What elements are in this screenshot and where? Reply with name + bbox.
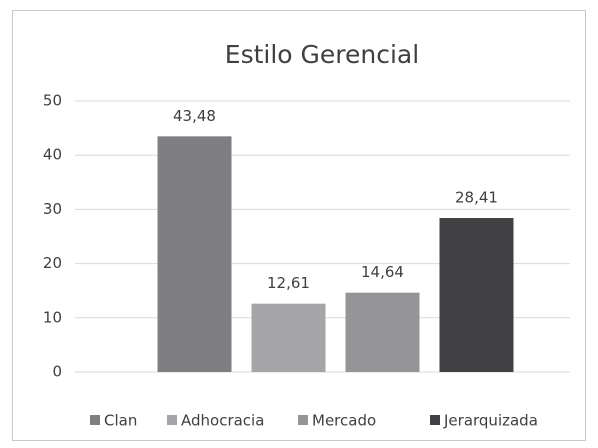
data-label: 14,64 <box>361 263 404 281</box>
bar <box>157 136 232 372</box>
y-tick-label: 10 <box>43 308 62 326</box>
legend-label: Clan <box>104 412 137 430</box>
y-tick-label: 50 <box>43 92 62 110</box>
data-label: 43,48 <box>173 107 216 125</box>
y-tick-label: 30 <box>43 200 62 218</box>
y-tick-label: 20 <box>43 254 62 272</box>
legend-label: Jerarquizada <box>443 412 538 430</box>
bar <box>439 218 514 372</box>
y-tick-label: 40 <box>43 146 62 164</box>
legend-swatch <box>90 415 100 425</box>
legend-label: Mercado <box>312 412 376 430</box>
data-label: 12,61 <box>267 274 310 292</box>
bar <box>251 303 326 372</box>
chart-title: Estilo Gerencial <box>225 40 419 69</box>
y-tick-label: 0 <box>52 363 62 381</box>
legend-label: Adhocracia <box>181 412 264 430</box>
bar <box>345 292 420 372</box>
data-label: 28,41 <box>455 189 498 207</box>
legend-swatch <box>298 415 308 425</box>
legend-swatch <box>167 415 177 425</box>
legend-swatch <box>430 415 440 425</box>
